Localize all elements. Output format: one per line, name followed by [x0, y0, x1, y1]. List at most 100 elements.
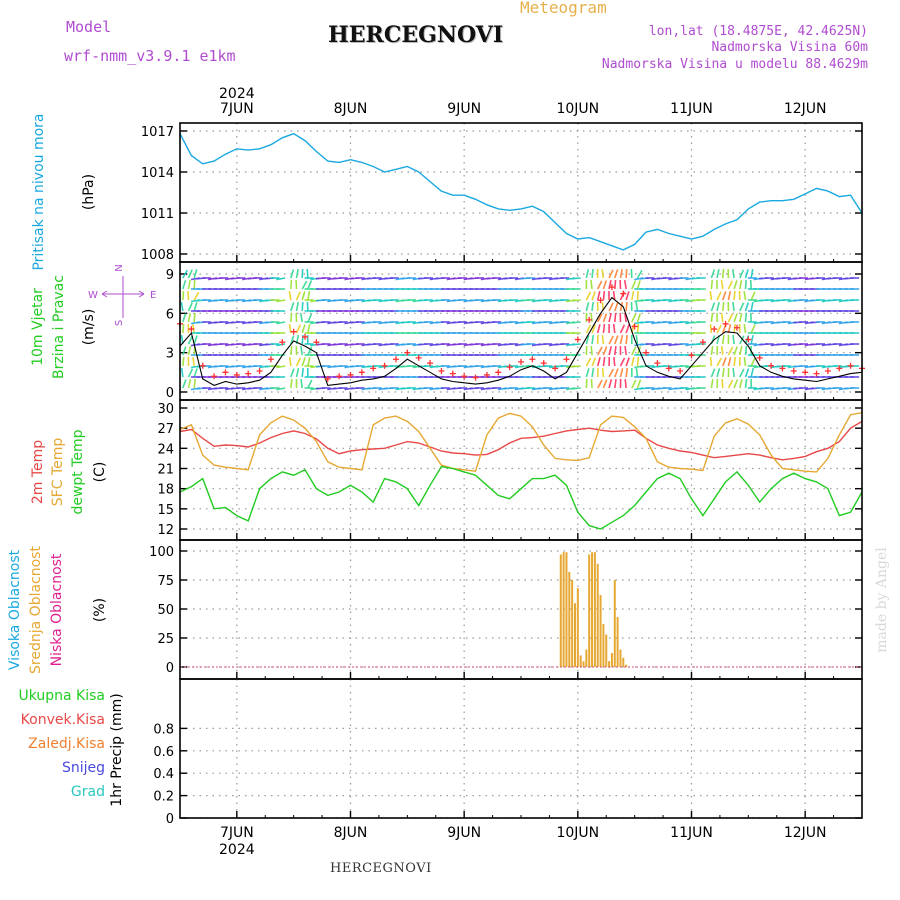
credit-watermark: made by Angel	[874, 547, 890, 653]
gust-mark-29	[506, 364, 513, 371]
gust-mark-53	[779, 365, 786, 372]
wind-arrow	[739, 269, 745, 279]
gust-mark-57	[824, 368, 831, 375]
wind-arrow	[623, 279, 627, 290]
ytick-label-precipitation-2: 0.4	[153, 767, 174, 782]
wind-arrow	[601, 367, 605, 378]
wind-arrow	[731, 268, 735, 279]
wind-arrow	[619, 324, 626, 334]
gust-mark-33	[552, 365, 559, 372]
gust-mark-42	[654, 360, 661, 367]
wind-arrow	[301, 301, 304, 312]
wind-arrow	[636, 313, 642, 323]
ytick-label-precipitation-0: 0	[166, 812, 174, 827]
wind-arrow	[591, 367, 595, 378]
gust-mark-44	[677, 368, 684, 375]
wind-arrow	[619, 368, 624, 378]
wind-arrow	[614, 269, 619, 279]
cloud-bar-22	[622, 657, 625, 667]
precip-legend-4: Grad	[71, 784, 105, 800]
gust-mark-26	[472, 374, 479, 381]
wind-arrow	[739, 313, 743, 323]
wind-arrow	[720, 312, 724, 323]
ytick-label-temperature-0: 12	[157, 523, 174, 538]
wind-arrow	[307, 280, 313, 290]
wind-arrow	[590, 279, 593, 290]
wind-arrow	[750, 302, 754, 312]
wind-arrow	[636, 379, 642, 389]
wind-arrow	[614, 368, 619, 378]
wind-arrow	[733, 290, 736, 301]
gust-mark-19	[392, 356, 399, 363]
wind-arrow	[721, 378, 724, 389]
panel-wind	[177, 261, 865, 401]
gust-mark-34	[563, 356, 570, 363]
gust-mark-15	[347, 371, 354, 378]
wind-arrow	[614, 335, 619, 345]
wind-arrow	[585, 302, 590, 312]
cloud-bar-19	[613, 580, 616, 667]
wind-arrow	[625, 324, 630, 334]
wind-arrow	[182, 346, 187, 356]
wind-arrow	[727, 280, 733, 290]
wind-arrow	[636, 323, 640, 334]
pressure-unit-label: (hPa)	[81, 174, 97, 210]
gust-mark-27	[483, 371, 490, 378]
wind-arrow	[744, 302, 750, 312]
wind-arrow	[585, 368, 590, 378]
wind-arrow	[187, 368, 194, 378]
wind-arrow	[276, 365, 286, 369]
wind-arrow	[300, 378, 303, 389]
wind-arrow	[743, 290, 747, 301]
gust-mark-22	[427, 360, 434, 367]
wind-arrow	[733, 346, 738, 356]
wind-arrow	[591, 357, 597, 367]
wind-arrow	[295, 324, 302, 334]
wind-arrow	[192, 356, 196, 367]
series-line-temperature-1	[179, 412, 863, 473]
wind-arrow	[295, 302, 300, 312]
cloud-bar-7	[579, 655, 582, 667]
cloud-bar-4	[571, 580, 574, 667]
wind-arrow	[636, 269, 643, 279]
gust-mark-50	[745, 336, 752, 343]
ytick-label-pressure-3: 1017	[141, 125, 174, 140]
wind-arrow	[739, 335, 745, 345]
gust-mark-9	[279, 339, 286, 346]
wind-arrow	[182, 280, 187, 290]
gust-mark-47	[711, 326, 718, 333]
wind-arrow	[276, 277, 286, 281]
wind-arrow	[193, 291, 200, 301]
model-altitude-info: Nadmorska Visina u modelu 88.4629m	[601, 57, 868, 72]
wind-arrow	[597, 280, 603, 290]
wind-arrow	[739, 280, 743, 290]
bottom-date-label-9JUN: 9JUN	[447, 825, 481, 841]
wind-arrow	[733, 323, 736, 334]
wind-arrow	[290, 302, 295, 312]
gust-mark-38	[608, 284, 615, 291]
precip-legend-1: Konvek.Kisa	[21, 712, 105, 728]
wind-unit-label: (m/s)	[81, 309, 97, 346]
cloud-bar-6	[576, 588, 579, 667]
wind-arrow	[290, 368, 295, 378]
series-line-temperature-2	[179, 465, 863, 530]
wind-arrow	[288, 323, 292, 334]
panel-frame-temperature	[179, 399, 863, 541]
wind-arrow	[710, 302, 716, 312]
cloud-bar-5	[573, 603, 576, 667]
wind-arrow	[631, 357, 635, 367]
wind-arrow	[180, 367, 184, 378]
wind-arrow	[307, 379, 313, 389]
wind-arrow	[710, 368, 716, 378]
gust-mark-46	[699, 339, 706, 346]
panel-frame-pressure	[179, 122, 863, 263]
gust-mark-23	[438, 368, 445, 375]
bottom-date-label-11JUN: 11JUN	[670, 825, 713, 841]
wind-arrow	[709, 356, 713, 367]
wind-arrow	[182, 290, 185, 301]
wind-arrow	[299, 312, 303, 323]
wind-arrow	[182, 323, 185, 334]
top-date-label-7JUN: 7JUN	[220, 101, 254, 117]
wind-arrow	[750, 368, 754, 378]
wind-arrow	[585, 269, 590, 279]
